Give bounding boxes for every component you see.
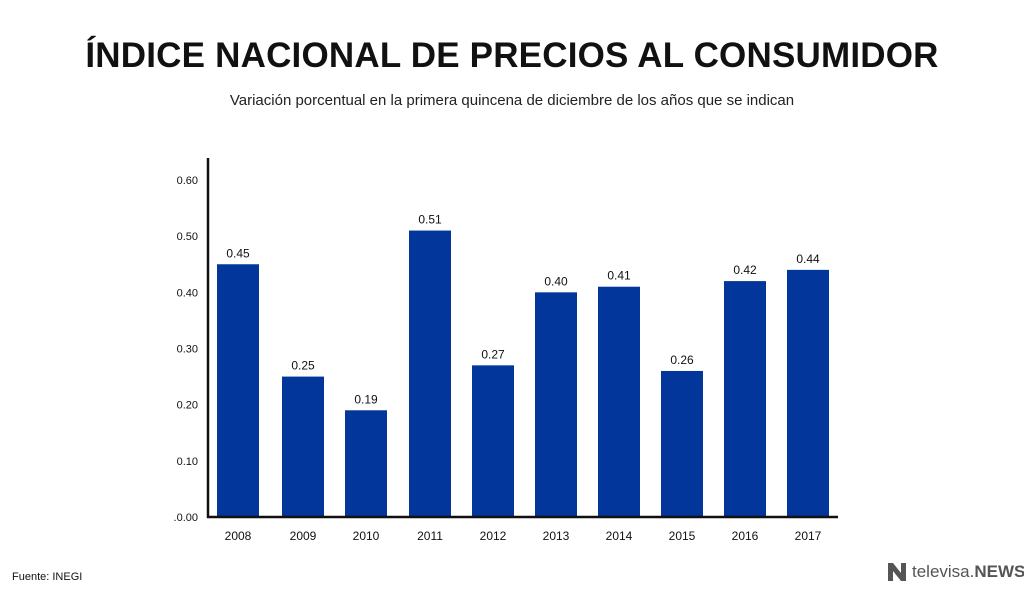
bar-2016 — [724, 281, 766, 517]
y-tick-label-1: 0.10 — [177, 456, 198, 468]
x-tick-label-2015: 2015 — [669, 529, 696, 543]
y-tick-label-0: .0.00 — [174, 512, 198, 524]
televisa-n-icon — [888, 563, 906, 581]
value-label-2011: 0.51 — [418, 213, 442, 227]
bar-2017 — [787, 269, 829, 517]
brand-suffix: NEWS — [974, 562, 1024, 581]
bar-2009 — [282, 376, 324, 517]
brand-name: televisa. — [912, 562, 975, 581]
bar-2013 — [535, 292, 577, 517]
value-label-2012: 0.27 — [481, 347, 505, 361]
brand-wordmark: televisa.NEWS — [912, 562, 1024, 582]
value-label-2009: 0.25 — [291, 359, 315, 373]
bar-2012 — [472, 365, 514, 517]
bar-2011 — [409, 230, 451, 518]
chart-subtitle: Variación porcentual en la primera quinc… — [229, 92, 795, 109]
value-label-2015: 0.26 — [670, 353, 694, 367]
y-tick-label-4: 0.40 — [177, 287, 198, 299]
x-tick-label-2008: 2008 — [225, 529, 252, 543]
value-label-2014: 0.41 — [607, 269, 631, 283]
x-tick-label-2016: 2016 — [732, 529, 759, 543]
value-label-2016: 0.42 — [733, 263, 757, 277]
chart-title: ÍNDICE NACIONAL DE PRECIOS AL CONSUMIDOR — [85, 36, 939, 75]
brand-logo: televisa.NEWS — [886, 561, 1024, 583]
bar-2015 — [661, 370, 703, 517]
value-label-2010: 0.19 — [354, 392, 378, 406]
x-tick-label-2009: 2009 — [290, 529, 317, 543]
value-label-2008: 0.45 — [226, 246, 250, 260]
x-tick-label-2010: 2010 — [353, 529, 380, 543]
value-label-2017: 0.44 — [796, 252, 820, 266]
x-tick-label-2012: 2012 — [480, 529, 507, 543]
bar-2008 — [217, 264, 259, 517]
x-tick-label-2014: 2014 — [606, 529, 633, 543]
x-tick-label-2013: 2013 — [543, 529, 570, 543]
bar-2010 — [345, 410, 387, 517]
y-tick-label-2: 0.20 — [177, 400, 198, 412]
x-tick-label-2017: 2017 — [795, 529, 822, 543]
source-note: Fuente: INEGI — [12, 571, 83, 583]
value-label-2013: 0.40 — [544, 274, 568, 288]
bar-2014 — [598, 286, 640, 517]
y-tick-label-3: 0.30 — [177, 344, 198, 356]
x-tick-label-2011: 2011 — [417, 529, 443, 543]
y-tick-label-5: 0.50 — [177, 231, 198, 243]
y-tick-label-6: 0.60 — [177, 175, 198, 187]
